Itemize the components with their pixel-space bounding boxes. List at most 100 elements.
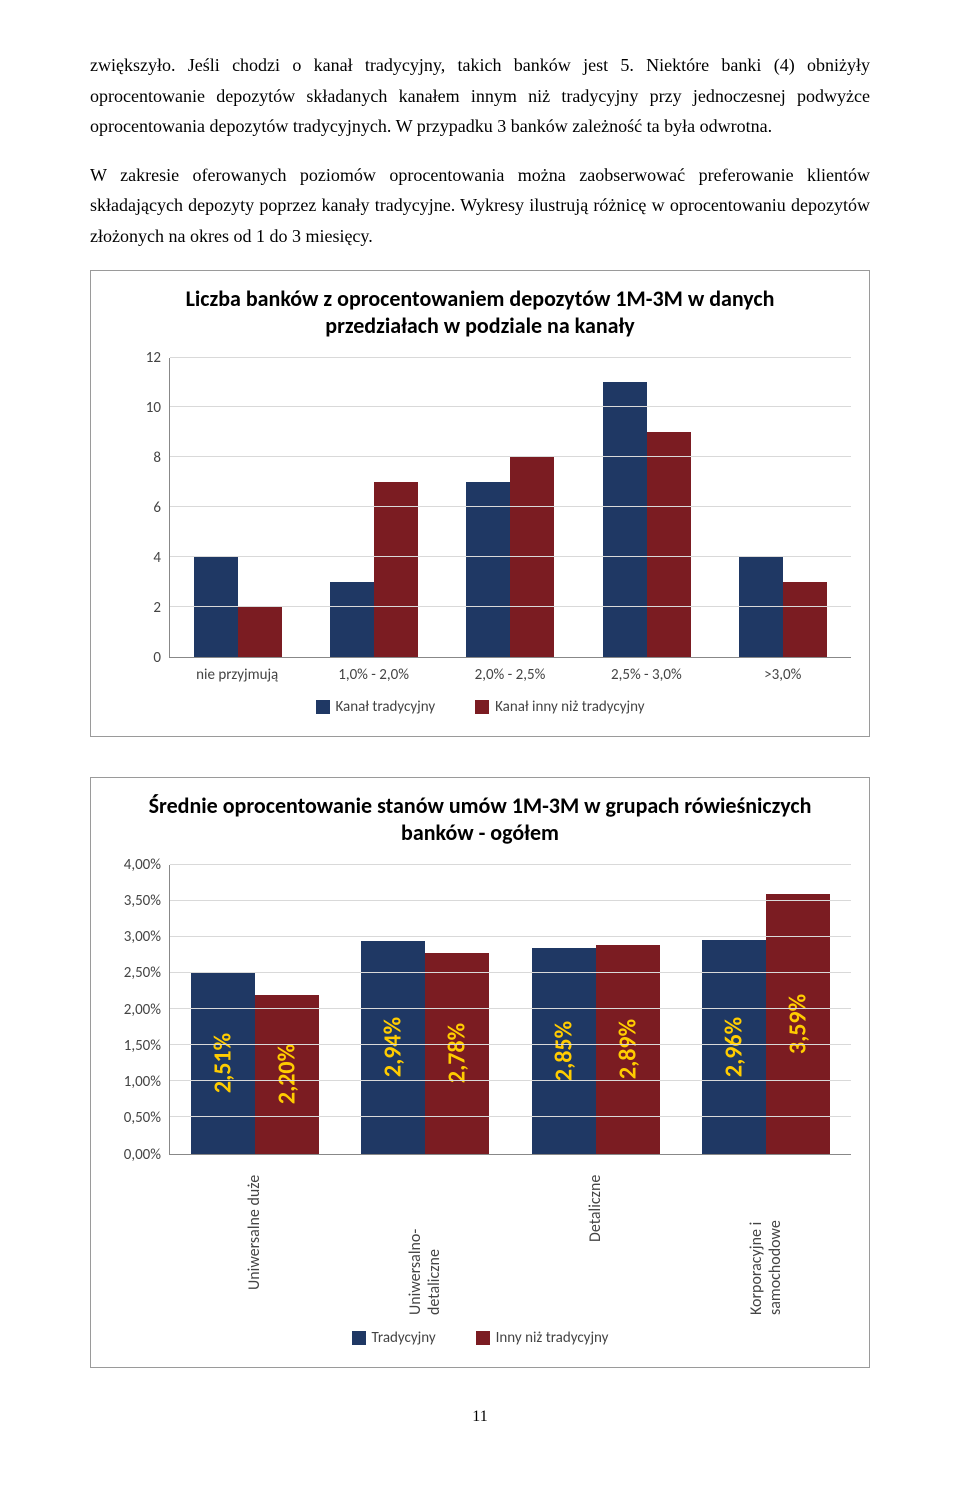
x-tick: 2,5% - 3,0%: [578, 666, 714, 684]
bar: 2,89%: [596, 945, 660, 1154]
legend-swatch-s1: [316, 700, 330, 714]
bar-group: [442, 358, 578, 657]
y-tick: 2: [153, 599, 161, 617]
legend-label-s2: Inny niż tradycyjny: [496, 1329, 609, 1347]
y-tick: 10: [146, 399, 161, 417]
chart-2-bar-groups: 2,51% 2,20% 2,94% 2,78% 2,85% 2,89% 2,96% 3,59%: [170, 865, 851, 1154]
chart-2-y-axis: 0,00%0,50%1,00%1,50%2,00%2,50%3,00%3,50%…: [109, 865, 169, 1155]
x-tick: 1,0% - 2,0%: [305, 666, 441, 684]
bar: [783, 582, 827, 657]
bar: [374, 482, 418, 656]
bar: [330, 582, 374, 657]
chart-1-title: Liczba banków z oprocentowaniem depozytó…: [146, 285, 814, 340]
y-tick: 1,00%: [124, 1073, 161, 1091]
grid-line: [170, 606, 851, 607]
bar-group: [579, 358, 715, 657]
paragraph-1: zwiększyło. Jeśli chodzi o kanał tradycy…: [90, 50, 870, 142]
legend-item-2: Kanał inny niż tradycyjny: [475, 698, 644, 716]
x-tick: Korporacyjne i samochodowe: [681, 1175, 852, 1315]
grid-line: [170, 1044, 851, 1045]
bar: 2,78%: [425, 953, 489, 1154]
chart-1-y-axis: 024681012: [109, 358, 169, 658]
x-tick: >3,0%: [715, 666, 851, 684]
chart-2-x-axis: Uniwersalne duże Uniwersalno- detaliczne D…: [169, 1175, 851, 1315]
bar: 2,94%: [361, 941, 425, 1153]
grid-line: [170, 1008, 851, 1009]
bar: [647, 432, 691, 656]
bar-group: [715, 358, 851, 657]
x-tick-label: Korporacyjne i samochodowe: [747, 1175, 785, 1315]
bar: 2,51%: [191, 972, 255, 1153]
x-tick: Uniwersalno- detaliczne: [340, 1175, 511, 1315]
chart-2-legend: Tradycyjny Inny niż tradycyjny: [109, 1329, 851, 1347]
grid-line: [170, 1080, 851, 1081]
bar-group: [170, 358, 306, 657]
chart-1-plot-area: [169, 358, 851, 658]
bar: [466, 482, 510, 656]
bar-value-label: 2,96%: [719, 1017, 748, 1077]
page-number: 11: [90, 1408, 870, 1426]
y-tick: 8: [153, 449, 161, 467]
legend-item-2: Inny niż tradycyjny: [476, 1329, 609, 1347]
chart-1-container: Liczba banków z oprocentowaniem depozytó…: [90, 270, 870, 737]
y-tick: 4: [153, 549, 161, 567]
y-tick: 1,50%: [124, 1037, 161, 1055]
grid-line: [170, 936, 851, 937]
y-tick: 0,50%: [124, 1109, 161, 1127]
bar-value-label: 2,20%: [273, 1044, 302, 1104]
bar: 3,59%: [766, 894, 830, 1153]
legend-label-s1: Tradycyjny: [372, 1329, 436, 1347]
bar-value-label: 2,85%: [549, 1021, 578, 1081]
bar-value-label: 2,94%: [379, 1017, 408, 1077]
legend-label-s2: Kanał inny niż tradycyjny: [495, 698, 644, 716]
grid-line: [170, 972, 851, 973]
document-page: zwiększyło. Jeśli chodzi o kanał tradycy…: [0, 0, 960, 1466]
legend-item-1: Tradycyjny: [352, 1329, 436, 1347]
bar-group: 2,96% 3,59%: [681, 865, 851, 1154]
y-tick: 0,00%: [124, 1146, 161, 1164]
chart-2-container: Średnie oprocentowanie stanów umów 1M-3M…: [90, 777, 870, 1368]
x-tick: Uniwersalne duże: [169, 1175, 340, 1315]
chart-1-x-axis: nie przyjmują1,0% - 2,0%2,0% - 2,5%2,5% …: [169, 666, 851, 684]
y-tick: 6: [153, 499, 161, 517]
y-tick: 4,00%: [124, 856, 161, 874]
legend-item-1: Kanał tradycyjny: [316, 698, 436, 716]
bar-value-label: 2,89%: [613, 1019, 642, 1079]
bar-group: 2,85% 2,89%: [511, 865, 681, 1154]
bar-group: [306, 358, 442, 657]
grid-line: [170, 864, 851, 865]
grid-line: [170, 406, 851, 407]
bar: [739, 557, 783, 657]
chart-2-title: Średnie oprocentowanie stanów umów 1M-3M…: [146, 792, 814, 847]
y-tick: 2,00%: [124, 1001, 161, 1019]
x-tick: nie przyjmują: [169, 666, 305, 684]
bar-group: 2,51% 2,20%: [170, 865, 340, 1154]
grid-line: [170, 357, 851, 358]
grid-line: [170, 1116, 851, 1117]
chart-1-legend: Kanał tradycyjny Kanał inny niż tradycyj…: [109, 698, 851, 716]
chart-1-plot: 024681012: [109, 358, 851, 658]
x-tick-label: Uniwersalno- detaliczne: [406, 1175, 444, 1315]
bar-group: 2,94% 2,78%: [340, 865, 510, 1154]
x-tick: 2,0% - 2,5%: [442, 666, 578, 684]
x-tick-label: Detaliczne: [586, 1175, 605, 1315]
bar: [238, 607, 282, 657]
legend-label-s1: Kanał tradycyjny: [336, 698, 436, 716]
bar: 2,85%: [532, 948, 596, 1154]
bar-value-label: 2,51%: [209, 1033, 238, 1093]
y-tick: 0: [153, 649, 161, 667]
chart-2-plot-area: 2,51% 2,20% 2,94% 2,78% 2,85% 2,89% 2,96% 3,59%: [169, 865, 851, 1155]
y-tick: 2,50%: [124, 964, 161, 982]
y-tick: 3,00%: [124, 928, 161, 946]
legend-swatch-s1: [352, 1331, 366, 1345]
y-tick: 3,50%: [124, 892, 161, 910]
chart-2-plot: 0,00%0,50%1,00%1,50%2,00%2,50%3,00%3,50%…: [109, 865, 851, 1155]
grid-line: [170, 900, 851, 901]
grid-line: [170, 456, 851, 457]
grid-line: [170, 506, 851, 507]
legend-swatch-s2: [476, 1331, 490, 1345]
y-tick: 12: [146, 349, 161, 367]
legend-swatch-s2: [475, 700, 489, 714]
bar: [603, 382, 647, 656]
grid-line: [170, 556, 851, 557]
